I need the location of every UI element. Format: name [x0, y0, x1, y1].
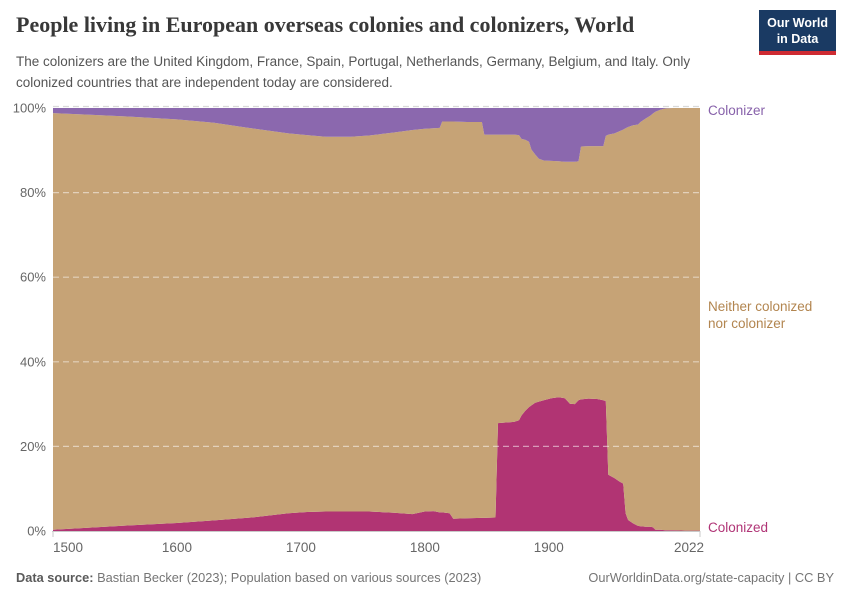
data-source-text: Bastian Becker (2023); Population based … [93, 570, 482, 585]
owid-logo: Our World in Data [759, 10, 836, 55]
series-label-neither: Neither colonized nor colonizer [708, 298, 812, 333]
series-label-colonized: Colonized [708, 520, 769, 535]
y-tick-label-100: 100% [13, 101, 47, 116]
owid-logo-line1: Our World [767, 16, 828, 30]
area-colonized[interactable] [53, 397, 700, 531]
area-colonizer[interactable] [53, 108, 700, 162]
series-label-neither-line1: Neither colonized [708, 299, 813, 314]
x-tick-label-1600: 1600 [162, 540, 192, 555]
y-tick-label-40: 40% [20, 354, 46, 369]
chart-footer: Data source: Bastian Becker (2023); Popu… [16, 570, 834, 585]
x-tick-label-1800: 1800 [410, 540, 440, 555]
y-tick-label-0: 0% [27, 524, 46, 539]
x-tick-label-1700: 1700 [286, 540, 316, 555]
series-label-colonizer: Colonizer [708, 103, 766, 118]
y-tick-label-80: 80% [20, 185, 46, 200]
data-source-note: Data source: Bastian Becker (2023); Popu… [16, 570, 481, 585]
footer-link[interactable]: OurWorldinData.org/state-capacity | CC B… [588, 570, 834, 585]
series-label-neither-line2: nor colonizer [708, 316, 786, 332]
owid-logo-line2: in Data [776, 32, 819, 47]
x-tick-label-2022: 2022 [674, 540, 704, 555]
page-title: People living in European overseas colon… [16, 12, 635, 37]
x-tick-label-1900: 1900 [534, 540, 564, 555]
y-tick-label-20: 20% [20, 439, 46, 454]
data-source-label: Data source: [16, 570, 94, 585]
y-tick-label-60: 60% [20, 270, 46, 285]
chart-subtitle: The colonizers are the United Kingdom, F… [16, 54, 691, 90]
x-tick-label-1500: 1500 [53, 540, 83, 555]
area-neither[interactable] [53, 108, 700, 531]
